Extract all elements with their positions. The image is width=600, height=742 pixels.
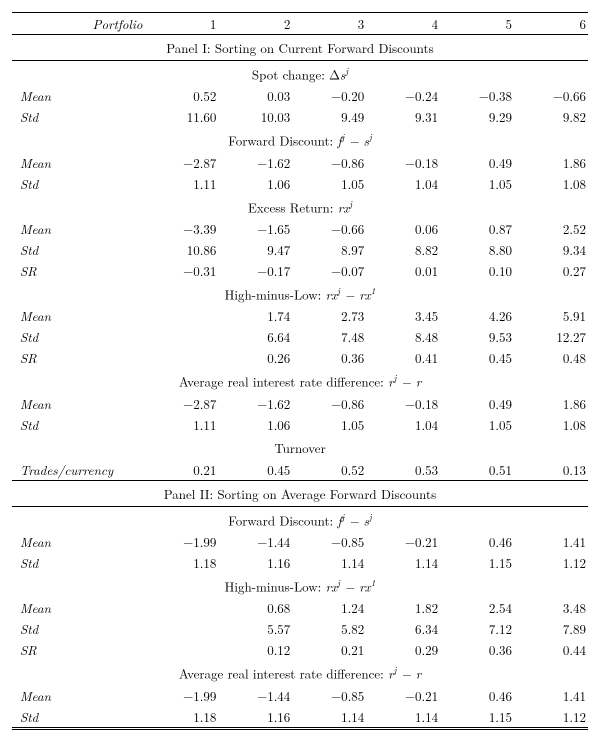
section-spot-title: Spot change: Δsj <box>12 61 588 86</box>
section-turn-title-row: Turnover <box>12 435 588 459</box>
p1-rd-mean: Mean−2.87−1.62−0.86−0.180.491.86 <box>12 393 588 414</box>
col-4: 4 <box>366 13 440 35</box>
p1-hml-mean: Mean1.742.733.454.265.91 <box>12 305 588 326</box>
p2-section-hml-title-row: High-minus-Low: rxj − rx1 <box>12 573 588 597</box>
p2-hml-std: Std5.575.826.347.127.89 <box>12 618 588 639</box>
p2-hml-mean: Mean0.681.241.822.543.48 <box>12 597 588 618</box>
header-row: Portfolio 1 2 3 4 5 6 <box>12 13 588 35</box>
p1-hml-sr: SR0.260.360.410.450.48 <box>12 347 588 368</box>
section-hml-title: High-minus-Low: rxj − rx1 <box>12 281 588 305</box>
p2-section-fwd-title-row: Forward Discount: fj − sj <box>12 506 588 531</box>
p1-fwd-mean: Mean−2.87−1.62−0.86−0.180.491.86 <box>12 152 588 173</box>
p2-rd-std: Std1.181.161.141.141.151.12 <box>12 706 588 729</box>
header-portfolio-label: Portfolio <box>12 13 145 35</box>
p2-fwd-mean: Mean−1.99−1.44−0.85−0.210.461.41 <box>12 531 588 552</box>
col-1: 1 <box>145 13 219 35</box>
p1-spot-std: Std11.6010.039.499.319.299.82 <box>12 106 588 127</box>
p2-fwd-std: Std1.181.161.141.141.151.12 <box>12 552 588 573</box>
p2-section-rdiff-title-row: Average real interest rate difference: r… <box>12 660 588 684</box>
section-fwd-title-row: Forward Discount: fj − sj <box>12 127 588 151</box>
section-xret-title-row: Excess Return: rxj <box>12 194 588 218</box>
p2-section-fwd-title: Forward Discount: fj − sj <box>12 506 588 531</box>
panel-2-title-row: Panel II: Sorting on Average Forward Dis… <box>12 480 588 506</box>
col-2: 2 <box>218 13 292 35</box>
p1-rd-std: Std1.111.061.051.041.051.08 <box>12 414 588 435</box>
p1-fwd-std: Std1.111.061.051.041.051.08 <box>12 173 588 194</box>
p2-section-rdiff-title: Average real interest rate difference: r… <box>12 660 588 684</box>
section-turn-title: Turnover <box>12 435 588 459</box>
section-spot-title-row: Spot change: Δsj <box>12 61 588 86</box>
p1-xr-sr: SR−0.31−0.17−0.070.010.100.27 <box>12 260 588 281</box>
section-xret-title: Excess Return: rxj <box>12 194 588 218</box>
p1-xr-std: Std10.869.478.978.828.809.34 <box>12 239 588 260</box>
col-3: 3 <box>292 13 366 35</box>
section-hml-title-row: High-minus-Low: rxj − rx1 <box>12 281 588 305</box>
p1-spot-mean: Mean0.520.03−0.20−0.24−0.38−0.66 <box>12 85 588 106</box>
col-5: 5 <box>440 13 514 35</box>
p1-hml-std: Std6.647.488.489.5312.27 <box>12 326 588 347</box>
panel-1-title: Panel I: Sorting on Current Forward Disc… <box>12 35 588 61</box>
p1-xr-mean: Mean−3.39−1.65−0.660.060.872.52 <box>12 218 588 239</box>
p2-hml-sr: SR0.120.210.290.360.44 <box>12 639 588 660</box>
panel-2-title: Panel II: Sorting on Average Forward Dis… <box>12 480 588 506</box>
p2-rd-mean: Mean−1.99−1.44−0.85−0.210.461.41 <box>12 685 588 706</box>
portfolio-table: Portfolio 1 2 3 4 5 6 Panel I: Sorting o… <box>12 12 588 730</box>
section-rdiff-title: Average real interest rate difference: r… <box>12 368 588 392</box>
section-rdiff-title-row: Average real interest rate difference: r… <box>12 368 588 392</box>
p2-section-hml-title: High-minus-Low: rxj − rx1 <box>12 573 588 597</box>
col-6: 6 <box>514 13 588 35</box>
section-fwd-title: Forward Discount: fj − sj <box>12 127 588 151</box>
p1-turn: Trades/currency0.210.450.520.530.510.13 <box>12 459 588 481</box>
panel-1-title-row: Panel I: Sorting on Current Forward Disc… <box>12 35 588 61</box>
